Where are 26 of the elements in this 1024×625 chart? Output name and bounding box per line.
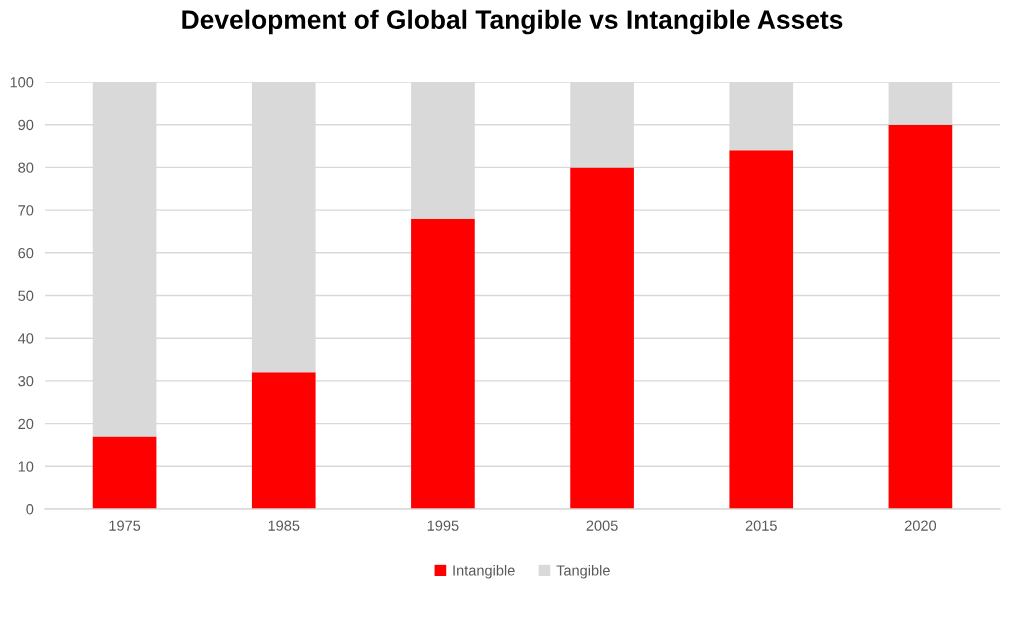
bar — [570, 167, 634, 509]
y-tick-label: 60 — [18, 247, 34, 259]
y-tick-label: 20 — [18, 418, 34, 430]
legend-label: Tangible — [556, 564, 610, 579]
y-tick-label: 10 — [18, 461, 34, 472]
y-tick-label: 40 — [18, 333, 34, 344]
y-tick-label: 0 — [26, 504, 34, 515]
x-tick-label: 2015 — [745, 520, 777, 531]
y-tick-label: 70 — [18, 205, 34, 216]
bar — [888, 124, 953, 509]
chart-title: Development of Global Tangible vs Intangible Assets — [182, 9, 843, 35]
x-tick-label: 1985 — [268, 520, 300, 531]
bar — [251, 372, 316, 509]
y-tick-label: 50 — [18, 290, 34, 301]
y-tick-label: 30 — [18, 376, 34, 387]
legend-label: Intangible — [453, 564, 515, 579]
y-tick-label: 100 — [10, 77, 34, 88]
bar — [92, 436, 157, 509]
bar — [729, 150, 794, 509]
x-tick-label: 2020 — [904, 520, 937, 531]
y-tick-label: 90 — [18, 119, 34, 131]
x-tick-label: 1975 — [109, 520, 141, 531]
x-tick-label: 1995 — [427, 520, 459, 531]
bar — [411, 218, 475, 509]
x-tick-label: 2005 — [586, 520, 618, 531]
y-tick-label: 80 — [18, 162, 34, 173]
